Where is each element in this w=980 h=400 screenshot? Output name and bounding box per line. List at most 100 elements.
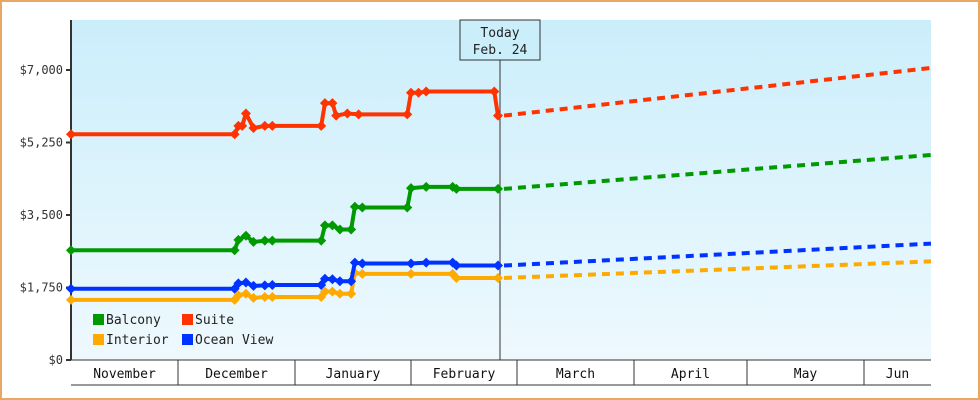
data-point[interactable] [233,290,244,301]
data-point[interactable] [259,292,270,303]
data-point[interactable] [402,202,413,213]
projection-line [503,241,932,268]
data-point[interactable] [402,109,413,120]
legend-swatch [182,314,193,325]
data-point[interactable] [327,220,338,231]
y-tick-label: $5,250 [20,136,63,150]
data-point[interactable] [413,87,424,98]
today-marker: Today Feb. 24 [459,19,541,360]
data-point[interactable] [66,294,76,305]
legend: Balcony Suite Interior Ocean View [93,313,273,348]
data-point[interactable] [229,245,240,256]
data-point[interactable] [421,86,432,97]
legend-item-interior[interactable]: Interior [93,333,169,348]
data-point[interactable] [342,108,353,119]
data-point[interactable] [327,274,338,285]
data-point[interactable] [334,224,345,235]
data-point[interactable] [66,129,76,140]
data-point[interactable] [357,202,368,213]
data-point[interactable] [357,268,368,279]
data-point[interactable] [353,109,364,120]
data-point[interactable] [421,257,432,268]
data-point[interactable] [421,181,432,192]
series-lines [66,65,932,305]
data-point[interactable] [346,276,357,287]
y-axis: $0 $1,750 $3,500 $5,250 $7,000 [20,20,72,367]
y-tick-label: $0 [49,353,63,367]
data-point[interactable] [66,283,76,294]
y-tick-label: $1,750 [20,281,63,295]
legend-swatch [182,334,193,345]
data-point[interactable] [259,120,270,131]
data-point[interactable] [357,258,368,269]
data-point[interactable] [319,98,330,109]
series-suite [66,65,932,140]
data-point[interactable] [493,110,503,121]
data-point[interactable] [267,292,278,303]
today-callout [459,19,541,61]
data-point[interactable] [259,235,270,246]
data-point[interactable] [240,108,251,119]
legend-label: Ocean View [195,333,273,348]
data-point[interactable] [346,288,357,299]
data-point[interactable] [237,120,248,131]
data-point[interactable] [493,260,503,271]
x-month-label: February [433,367,496,382]
legend-swatch [93,314,104,325]
data-point[interactable] [240,277,251,288]
series-interior [66,259,932,305]
data-point[interactable] [451,260,462,271]
today-label: Today [480,26,519,41]
data-point[interactable] [240,230,251,241]
data-point[interactable] [248,123,259,133]
data-point[interactable] [406,183,416,194]
data-point[interactable] [233,278,244,289]
data-point[interactable] [267,120,278,131]
legend-label: Interior [106,333,169,348]
data-point[interactable] [334,288,345,299]
data-point[interactable] [248,280,259,291]
y-tick-label: $3,500 [20,208,63,222]
data-point[interactable] [451,183,462,194]
data-point[interactable] [66,245,76,256]
data-point[interactable] [259,280,270,291]
data-point[interactable] [316,120,327,131]
data-point[interactable] [451,272,462,283]
y-tick-label: $7,000 [20,63,63,77]
data-point[interactable] [493,272,503,283]
data-point[interactable] [334,276,345,287]
data-point[interactable] [248,236,259,247]
x-month-label: April [671,367,710,382]
data-point[interactable] [267,280,278,291]
data-point[interactable] [406,258,416,269]
data-point[interactable] [319,220,330,231]
data-point[interactable] [233,234,244,245]
data-point[interactable] [349,201,360,212]
data-point[interactable] [319,273,330,284]
data-point[interactable] [489,86,500,97]
data-point[interactable] [267,235,278,246]
data-point[interactable] [349,257,360,268]
legend-label: Balcony [106,313,161,328]
data-point[interactable] [406,87,416,98]
data-point[interactable] [240,288,251,299]
x-month-label: December [205,367,268,382]
data-point[interactable] [319,286,330,297]
data-point[interactable] [493,183,503,194]
data-point[interactable] [406,268,416,279]
projection-line [503,259,932,280]
data-point[interactable] [316,235,327,246]
data-point[interactable] [327,286,338,297]
data-point[interactable] [346,224,357,235]
x-month-label: March [556,367,595,382]
data-point[interactable] [331,110,342,121]
legend-item-ocean-view[interactable]: Ocean View [182,333,273,348]
legend-item-suite[interactable]: Suite [182,313,234,328]
legend-item-balcony[interactable]: Balcony [93,313,161,328]
data-point[interactable] [327,98,338,109]
projection-line [503,65,932,118]
data-point[interactable] [248,292,259,303]
today-date: Feb. 24 [473,43,528,58]
data-point[interactable] [229,129,240,140]
